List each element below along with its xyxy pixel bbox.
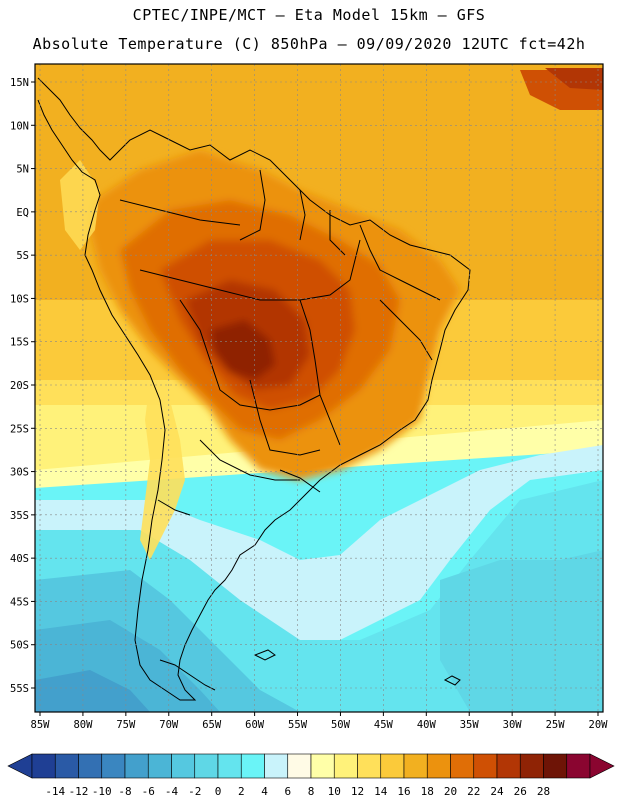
colorbar-swatch	[54, 753, 79, 779]
colorbar-swatch	[101, 753, 126, 779]
lon-tick-label: 35W	[460, 719, 480, 731]
colorbar-label: 24	[490, 785, 504, 798]
lat-tick-label: 5S	[16, 250, 29, 262]
colorbar-swatch	[426, 753, 451, 779]
colorbar-label: 16	[397, 785, 410, 798]
colorbar-high-arrow	[589, 753, 615, 779]
colorbar-swatch	[566, 753, 591, 779]
colorbar-label: 6	[284, 785, 291, 798]
lat-tick-label: 40S	[10, 553, 29, 565]
colorbar-label: 4	[261, 785, 268, 798]
colorbar-label: 2	[238, 785, 245, 798]
colorbar-swatch	[171, 753, 196, 779]
colorbar-label: -8	[118, 785, 131, 798]
lon-tick-label: 50W	[331, 719, 351, 731]
colorbar-label: 8	[308, 785, 315, 798]
lon-tick-label: 75W	[116, 719, 136, 731]
lat-tick-label: 15N	[10, 77, 29, 89]
lon-tick-label: 20W	[589, 719, 609, 731]
lat-tick-label: 55S	[10, 683, 29, 695]
lat-tick-label: 35S	[10, 510, 29, 522]
colorbar-swatch	[496, 753, 521, 779]
colorbar-swatch	[519, 753, 544, 779]
colorbar-swatch	[403, 753, 428, 779]
colorbar-label: 18	[421, 785, 434, 798]
colorbar-swatch	[240, 753, 265, 779]
colorbar-swatch	[217, 753, 242, 779]
colorbar-swatch	[194, 753, 219, 779]
title-line-1: CPTEC/INPE/MCT – Eta Model 15km – GFS	[132, 6, 486, 24]
colorbar-swatch	[78, 753, 103, 779]
lat-tick-label: 25S	[10, 423, 29, 435]
lon-tick-label: 55W	[288, 719, 308, 731]
colorbar-label: -6	[142, 785, 155, 798]
lon-tick-label: 80W	[73, 719, 93, 731]
lat-tick-label: 45S	[10, 596, 29, 608]
colorbar-label: 20	[444, 785, 457, 798]
colorbar-swatch	[357, 753, 382, 779]
lat-tick-label: 30S	[10, 467, 29, 479]
lat-tick-label: 50S	[10, 640, 29, 652]
lon-tick-label: 30W	[503, 719, 523, 731]
colorbar-swatch	[124, 753, 149, 779]
colorbar-label: -14	[45, 785, 65, 798]
gridlines	[35, 64, 603, 712]
lon-tick-label: 85W	[31, 719, 51, 731]
colorbar-label: 12	[351, 785, 364, 798]
lon-tick-label: 70W	[159, 719, 179, 731]
colorbar-label: 28	[537, 785, 550, 798]
colorbar-label: 10	[328, 785, 341, 798]
colorbar-low-arrow	[7, 753, 33, 779]
lat-tick-label: 5N	[16, 164, 29, 176]
colorbar-label: -12	[69, 785, 89, 798]
colorbar-label: -4	[165, 785, 179, 798]
colorbar-label: 26	[514, 785, 527, 798]
colorbar-swatch	[310, 753, 335, 779]
colorbar-label: -10	[92, 785, 112, 798]
colorbar-swatch	[287, 753, 312, 779]
lon-tick-label: 40W	[417, 719, 437, 731]
colorbar-label: 22	[467, 785, 480, 798]
lon-tick-label: 25W	[546, 719, 566, 731]
lon-tick-label: 45W	[374, 719, 394, 731]
lat-tick-label: 20S	[10, 380, 29, 392]
lat-tick-label: 15S	[10, 337, 29, 349]
lon-tick-label: 60W	[245, 719, 265, 731]
colorbar-swatch	[543, 753, 568, 779]
lat-tick-label: 10S	[10, 293, 29, 305]
colorbar-label: 0	[215, 785, 222, 798]
lat-tick-label: EQ	[16, 207, 29, 219]
colorbar-swatch	[450, 753, 475, 779]
colorbar-swatch	[380, 753, 405, 779]
colorbar-swatch	[333, 753, 358, 779]
colorbar-swatch	[264, 753, 289, 779]
lon-tick-label: 65W	[202, 719, 222, 731]
colorbar-label: -2	[188, 785, 201, 798]
title-line-2: Absolute Temperature (C) 850hPa – 09/09/…	[32, 35, 586, 53]
colorbar-swatch	[147, 753, 172, 779]
lat-tick-label: 10N	[10, 120, 29, 132]
map-frame	[34, 63, 604, 713]
colorbar-swatch	[473, 753, 498, 779]
temperature-field	[35, 64, 603, 712]
colorbar-label: 14	[374, 785, 388, 798]
colorbar-swatch	[31, 753, 56, 779]
coastlines	[37, 77, 471, 701]
